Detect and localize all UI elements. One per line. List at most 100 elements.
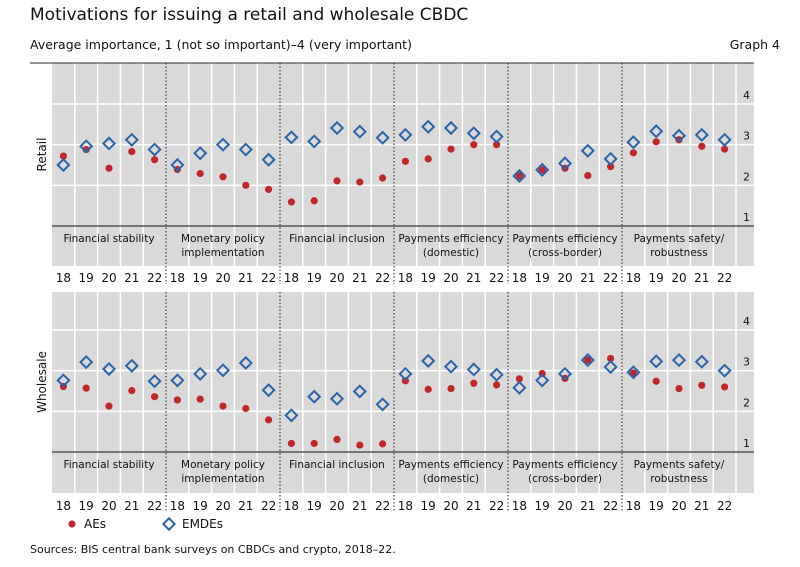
emde-point <box>398 127 413 142</box>
year-tick-label: 18 <box>170 271 185 285</box>
group-label: robustness <box>650 247 707 259</box>
year-tick-label: 19 <box>307 271 322 285</box>
emde-point <box>557 366 573 381</box>
group-label: Payments efficiency <box>398 459 503 471</box>
year-tick-label: 20 <box>329 499 344 513</box>
year-tick-label: 20 <box>443 499 458 513</box>
emde-point <box>307 134 322 149</box>
group-label: Payments safety/ <box>634 233 725 245</box>
year-tick-label: 22 <box>603 271 618 285</box>
emde-point <box>124 132 139 147</box>
year-tick-label: 22 <box>147 271 162 285</box>
legend-emde-label: EMDEs <box>182 517 223 531</box>
emde-point <box>170 373 185 388</box>
group-label: (cross-border) <box>528 473 602 485</box>
year-tick-label: 22 <box>375 499 390 513</box>
emde-point <box>79 355 94 370</box>
ae-point <box>584 356 592 364</box>
y-tick-label: 4 <box>743 315 750 328</box>
y-tick-label: 1 <box>743 437 750 450</box>
emde-point <box>603 151 618 166</box>
panel-retail: 1 2 3 4 Retail Financial stability 18 19 20 21 22 M… <box>30 62 754 285</box>
emde-point <box>352 384 367 399</box>
group-label: Financial stability <box>63 459 154 471</box>
ae-point <box>538 166 546 174</box>
group-label: implementation <box>181 473 264 485</box>
year-tick-label: 20 <box>215 271 230 285</box>
ae-point <box>515 375 524 383</box>
emde-point <box>535 162 550 177</box>
emde-point <box>626 365 641 380</box>
year-tick-label: 20 <box>329 271 344 285</box>
emde-point <box>193 366 208 381</box>
ae-point <box>128 147 136 156</box>
group-label: Monetary policy <box>181 459 265 471</box>
emde-point <box>284 130 299 145</box>
emde-point <box>649 124 664 139</box>
year-tick-label: 20 <box>215 499 230 513</box>
ae-point <box>447 384 455 393</box>
ae-point <box>447 145 455 153</box>
emde-point <box>215 137 231 152</box>
ae-point <box>607 354 615 363</box>
year-tick-label: 19 <box>649 271 664 285</box>
ae-point <box>219 402 227 410</box>
year-tick-label: 20 <box>101 271 116 285</box>
source-note: Sources: BIS central bank surveys on CBD… <box>30 543 396 556</box>
emde-point <box>238 355 253 371</box>
year-tick-label: 22 <box>489 499 504 513</box>
ae-point <box>675 136 683 144</box>
year-tick-label: 19 <box>307 499 322 513</box>
ae-point <box>356 178 364 186</box>
emde-point <box>557 156 573 171</box>
year-tick-label: 19 <box>193 271 208 285</box>
ae-point <box>493 381 501 389</box>
ae-point <box>219 173 227 181</box>
year-tick-label: 19 <box>421 499 436 513</box>
ae-point <box>59 152 67 160</box>
year-tick-label: 22 <box>375 271 390 285</box>
year-tick-label: 19 <box>79 271 94 285</box>
ae-point <box>424 155 432 163</box>
year-tick-label: 21 <box>238 499 253 513</box>
emde-point <box>284 408 299 423</box>
emde-point <box>375 397 390 412</box>
ae-point <box>333 435 341 443</box>
emde-point <box>421 119 436 134</box>
emde-point <box>649 354 664 369</box>
group-label: (cross-border) <box>528 247 602 259</box>
panel-label: Retail <box>35 138 49 172</box>
ae-point <box>196 169 204 178</box>
emde-point <box>193 146 208 161</box>
ae-point <box>424 385 432 393</box>
emde-point <box>466 362 481 377</box>
emde-point <box>56 373 71 388</box>
legend-emde-marker <box>161 516 177 532</box>
year-tick-label: 18 <box>56 499 71 513</box>
ae-point <box>105 164 113 172</box>
ae-point <box>196 395 204 403</box>
ae-point <box>333 177 341 185</box>
emde-point <box>671 353 687 368</box>
emde-point <box>352 124 367 139</box>
ae-point <box>128 386 136 395</box>
year-tick-label: 18 <box>284 271 299 285</box>
year-tick-label: 21 <box>580 271 595 285</box>
ae-point <box>652 377 660 385</box>
ae-point <box>151 393 159 401</box>
ae-point <box>287 439 295 448</box>
emde-point <box>489 129 504 144</box>
emde-point <box>101 136 117 151</box>
emde-point <box>512 168 527 184</box>
emde-point <box>694 354 709 369</box>
emde-point <box>124 358 139 373</box>
emde-point <box>466 126 481 141</box>
emde-point <box>421 353 436 368</box>
emde-point <box>512 380 527 395</box>
emde-point <box>238 142 253 157</box>
year-tick-label: 18 <box>626 271 641 285</box>
graph-number: Graph 4 <box>729 37 780 52</box>
emde-point <box>170 157 185 173</box>
ae-point <box>698 381 706 389</box>
group-label: Financial inclusion <box>289 459 385 471</box>
